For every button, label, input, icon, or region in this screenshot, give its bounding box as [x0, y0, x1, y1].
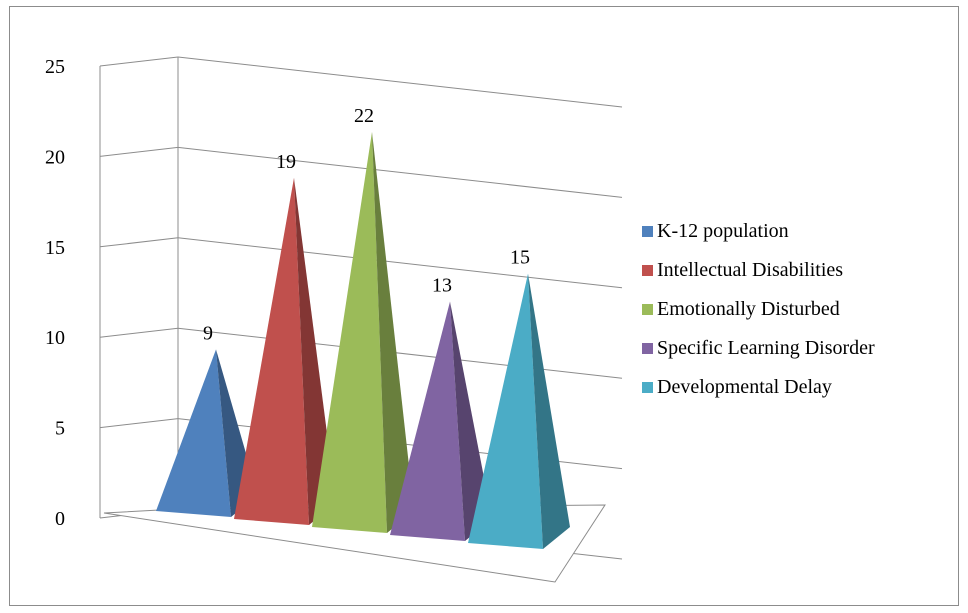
y-tick-label: 25 [45, 56, 65, 78]
pyramid-front-face [156, 349, 231, 517]
pyramid-front-face [234, 177, 309, 525]
y-tick-label: 5 [55, 418, 65, 440]
legend-swatch [642, 226, 653, 237]
data-label: 22 [354, 105, 374, 127]
legend-swatch [642, 382, 653, 393]
legend-label: Intellectual Disabilities [657, 259, 843, 281]
pyramid-front-face [468, 273, 543, 549]
pyramid-front-face [312, 131, 387, 533]
y-axis: 0 5 10 15 20 25 [45, 56, 65, 530]
data-label: 13 [432, 275, 452, 297]
gridline [177, 237, 623, 289]
pyramid-3 [312, 131, 414, 533]
legend-label: Developmental Delay [657, 376, 832, 398]
y-tick-label: 20 [45, 146, 65, 168]
gridline [177, 146, 623, 198]
pyramid-side-face [528, 273, 570, 549]
data-label: 9 [203, 322, 213, 344]
pyramid-5 [468, 273, 570, 549]
gridline-side [99, 237, 179, 248]
y-tick-label: 10 [45, 327, 65, 349]
legend-swatch [642, 304, 653, 315]
legend-swatch [642, 265, 653, 276]
y-tick-label: 0 [55, 508, 65, 530]
gridline [177, 327, 623, 379]
pyramid-chart: 0 5 10 15 20 25 9 19 22 13 15 K-12 population Inte… [45, 56, 875, 583]
gridline-side [99, 418, 179, 429]
legend-label: Emotionally Disturbed [657, 298, 840, 320]
pyramid-4 [390, 301, 492, 541]
legend: K-12 population Intellectual Disabilities… [642, 220, 875, 398]
data-label: 15 [510, 247, 530, 269]
gridline [177, 56, 623, 108]
data-labels: 9 19 22 13 15 [203, 105, 530, 344]
legend-label: Specific Learning Disorder [657, 337, 875, 359]
gridline-side [99, 56, 179, 67]
data-label: 19 [276, 151, 296, 173]
pyramid-front-face [390, 301, 465, 541]
pyramid-side-face [372, 131, 414, 533]
gridline-side [99, 146, 179, 157]
gridline-side [99, 327, 179, 338]
legend-label: K-12 population [657, 220, 789, 242]
pyramid-side-face [450, 301, 492, 541]
chart-area: 0 5 10 15 20 25 9 19 22 13 15 K-12 population Inte… [9, 6, 959, 606]
pyramids [156, 131, 570, 549]
legend-swatch [642, 343, 653, 354]
y-tick-label: 15 [45, 237, 65, 259]
